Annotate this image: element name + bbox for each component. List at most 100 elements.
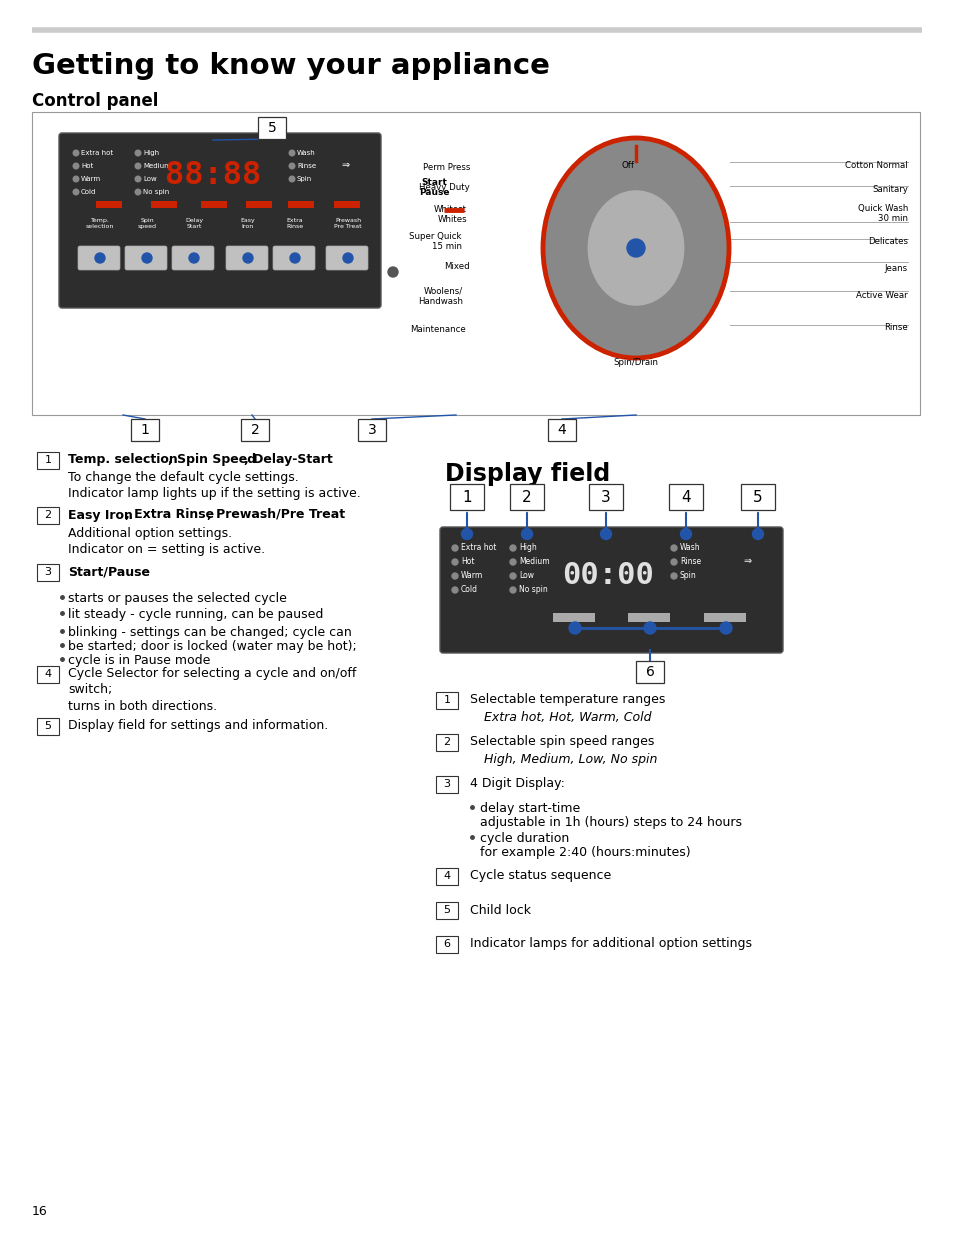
Text: 3: 3 — [600, 489, 610, 505]
FancyBboxPatch shape — [273, 246, 314, 270]
Text: No spin: No spin — [143, 189, 169, 195]
FancyBboxPatch shape — [436, 776, 457, 793]
Text: turns in both directions.: turns in both directions. — [68, 699, 217, 713]
Text: 4: 4 — [680, 489, 690, 505]
Circle shape — [568, 622, 580, 634]
Text: Spin
speed: Spin speed — [137, 219, 156, 230]
Circle shape — [510, 587, 516, 593]
Text: Selectable spin speed ranges: Selectable spin speed ranges — [470, 736, 654, 748]
FancyBboxPatch shape — [547, 419, 576, 441]
Text: Spin/Drain: Spin/Drain — [613, 358, 658, 367]
Text: Indicator on = setting is active.: Indicator on = setting is active. — [68, 542, 265, 556]
Circle shape — [670, 545, 677, 551]
FancyBboxPatch shape — [37, 452, 59, 468]
Circle shape — [135, 177, 141, 182]
Text: 2: 2 — [45, 510, 51, 520]
FancyBboxPatch shape — [37, 563, 59, 580]
Text: Temp. selection: Temp. selection — [68, 453, 177, 467]
FancyBboxPatch shape — [125, 246, 167, 270]
Text: Start/Pause: Start/Pause — [68, 566, 150, 578]
FancyBboxPatch shape — [740, 484, 774, 510]
Text: 16: 16 — [32, 1205, 48, 1218]
Text: be started; door is locked (water may be hot);: be started; door is locked (water may be… — [68, 640, 356, 653]
Circle shape — [452, 545, 457, 551]
Text: , Extra Rinse: , Extra Rinse — [125, 509, 213, 521]
Circle shape — [289, 163, 294, 169]
Text: Rinse: Rinse — [679, 557, 700, 567]
Text: 3: 3 — [367, 424, 376, 437]
Text: Low: Low — [143, 177, 156, 182]
Circle shape — [73, 163, 79, 169]
Text: Delay
Start: Delay Start — [185, 219, 203, 230]
Ellipse shape — [542, 138, 728, 358]
FancyBboxPatch shape — [37, 506, 59, 524]
Circle shape — [135, 163, 141, 169]
Circle shape — [670, 559, 677, 564]
Circle shape — [679, 529, 691, 540]
Text: 2: 2 — [443, 737, 450, 747]
Text: 6: 6 — [645, 664, 654, 679]
Circle shape — [343, 253, 353, 263]
Circle shape — [461, 529, 472, 540]
Text: Low: Low — [518, 572, 534, 580]
Circle shape — [643, 622, 656, 634]
Text: 4: 4 — [558, 424, 566, 437]
Circle shape — [626, 240, 644, 257]
Text: Extra hot: Extra hot — [460, 543, 496, 552]
FancyBboxPatch shape — [288, 201, 314, 207]
Text: Warm: Warm — [81, 177, 101, 182]
Text: for example 2:40 (hours:minutes): for example 2:40 (hours:minutes) — [479, 846, 690, 860]
Text: 1: 1 — [461, 489, 472, 505]
FancyBboxPatch shape — [246, 201, 272, 207]
Circle shape — [521, 529, 532, 540]
FancyBboxPatch shape — [226, 246, 268, 270]
Text: Medium: Medium — [518, 557, 549, 567]
Text: 1: 1 — [443, 695, 450, 705]
FancyBboxPatch shape — [636, 661, 663, 683]
Text: Super Quick
15 min: Super Quick 15 min — [409, 232, 461, 252]
Text: 1: 1 — [140, 424, 150, 437]
Text: Sanitary: Sanitary — [871, 185, 907, 194]
Text: 1: 1 — [45, 454, 51, 466]
Text: cycle is in Pause mode: cycle is in Pause mode — [68, 655, 211, 667]
Text: Cold: Cold — [460, 585, 477, 594]
FancyBboxPatch shape — [553, 613, 595, 622]
Text: Additional option settings.: Additional option settings. — [68, 526, 232, 540]
FancyBboxPatch shape — [151, 201, 177, 207]
Text: Spin: Spin — [296, 177, 312, 182]
FancyBboxPatch shape — [668, 484, 702, 510]
Circle shape — [135, 151, 141, 156]
Circle shape — [510, 545, 516, 551]
Text: Wash: Wash — [296, 149, 315, 156]
FancyBboxPatch shape — [627, 613, 669, 622]
FancyBboxPatch shape — [439, 527, 782, 653]
Text: Hot: Hot — [81, 163, 93, 169]
Circle shape — [73, 151, 79, 156]
FancyBboxPatch shape — [703, 613, 745, 622]
Circle shape — [243, 253, 253, 263]
FancyBboxPatch shape — [436, 902, 457, 919]
Circle shape — [73, 189, 79, 195]
Text: starts or pauses the selected cycle: starts or pauses the selected cycle — [68, 592, 287, 605]
Circle shape — [720, 622, 731, 634]
Text: Extra
Rinse: Extra Rinse — [286, 219, 303, 230]
FancyBboxPatch shape — [334, 201, 359, 207]
Text: 3: 3 — [443, 779, 450, 789]
Text: Start
Pause: Start Pause — [418, 178, 449, 198]
Text: Warm: Warm — [460, 572, 483, 580]
Circle shape — [752, 529, 762, 540]
Text: Indicator lamp lights up if the setting is active.: Indicator lamp lights up if the setting … — [68, 488, 360, 500]
Text: Display field for settings and information.: Display field for settings and informati… — [68, 720, 328, 732]
Text: High: High — [518, 543, 537, 552]
Text: 4 Digit Display:: 4 Digit Display: — [470, 778, 564, 790]
Text: Perm Press: Perm Press — [422, 163, 470, 172]
Circle shape — [289, 177, 294, 182]
Text: delay start-time: delay start-time — [479, 802, 579, 815]
Circle shape — [452, 559, 457, 564]
Text: Jeans: Jeans — [884, 264, 907, 273]
Text: High, Medium, Low, No spin: High, Medium, Low, No spin — [483, 752, 657, 766]
Ellipse shape — [587, 190, 683, 306]
Text: 2: 2 — [521, 489, 531, 505]
Circle shape — [599, 529, 611, 540]
Text: Child lock: Child lock — [470, 904, 531, 916]
